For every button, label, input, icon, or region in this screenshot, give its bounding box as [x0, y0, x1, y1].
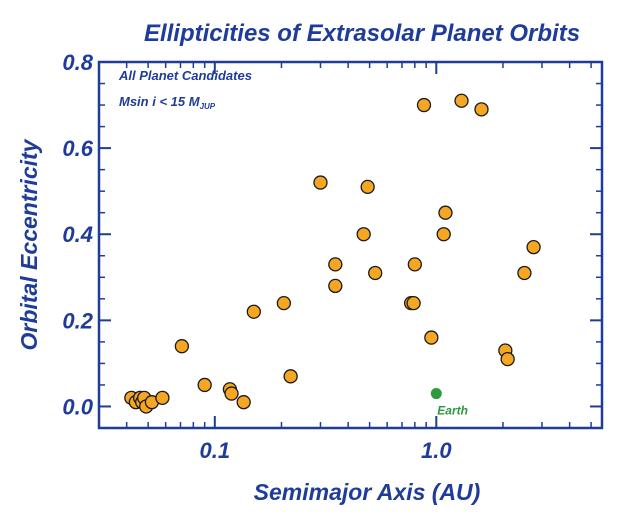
plot-frame [97, 60, 604, 430]
data-points [124, 93, 541, 414]
planet-point [517, 265, 532, 281]
planet-point [407, 257, 422, 272]
planet-point [276, 295, 292, 311]
annotation-line-2: Msin i < 15 MJUP [119, 94, 216, 111]
planet-point [526, 240, 541, 255]
x-axis-label: Semimajor Axis (AU) [254, 479, 481, 505]
planet-point [454, 93, 469, 108]
annotation-line-2-subscript: JUP [200, 102, 216, 111]
y-tick-label: 0.8 [62, 50, 93, 75]
planet-point [197, 377, 212, 393]
y-tick-label: 0.0 [62, 394, 93, 419]
planet-point [174, 339, 190, 354]
planet-point [328, 278, 343, 294]
planet-point [224, 386, 239, 401]
earth-point [430, 388, 442, 400]
planet-point [328, 257, 343, 272]
y-axis-ticks: 0.0 0.2 0.4 0.6 0.8 [62, 50, 602, 419]
y-tick-label: 0.2 [62, 308, 93, 333]
planet-point [416, 97, 432, 113]
earth-label: Earth [437, 404, 468, 418]
y-tick-label: 0.6 [62, 136, 93, 161]
y-tick-label: 0.4 [62, 222, 93, 247]
planet-point [283, 369, 298, 384]
annotation-line-1: All Planet Candidates [118, 68, 252, 83]
planet-point [500, 351, 515, 367]
x-axis-ticks: 0.1 1.0 [125, 62, 592, 463]
planet-point [236, 395, 251, 410]
planet-point [356, 227, 371, 242]
planet-point [246, 304, 261, 319]
x-tick-label: 1.0 [421, 438, 452, 463]
planet-point [313, 175, 328, 190]
chart-title: Ellipticities of Extrasolar Planet Orbit… [144, 20, 580, 47]
planet-point [406, 295, 421, 311]
planet-point [438, 205, 453, 220]
x-tick-label: 0.1 [200, 438, 231, 463]
planet-point [474, 102, 489, 117]
planet-point [436, 227, 451, 242]
y-axis-label: Orbital Eccentricity [16, 138, 42, 350]
planet-point [368, 265, 383, 281]
annotation-line-2-text: Msin i < 15 M [119, 94, 201, 109]
planet-point [360, 179, 375, 195]
planet-point [424, 330, 439, 345]
planet-point [155, 390, 170, 406]
